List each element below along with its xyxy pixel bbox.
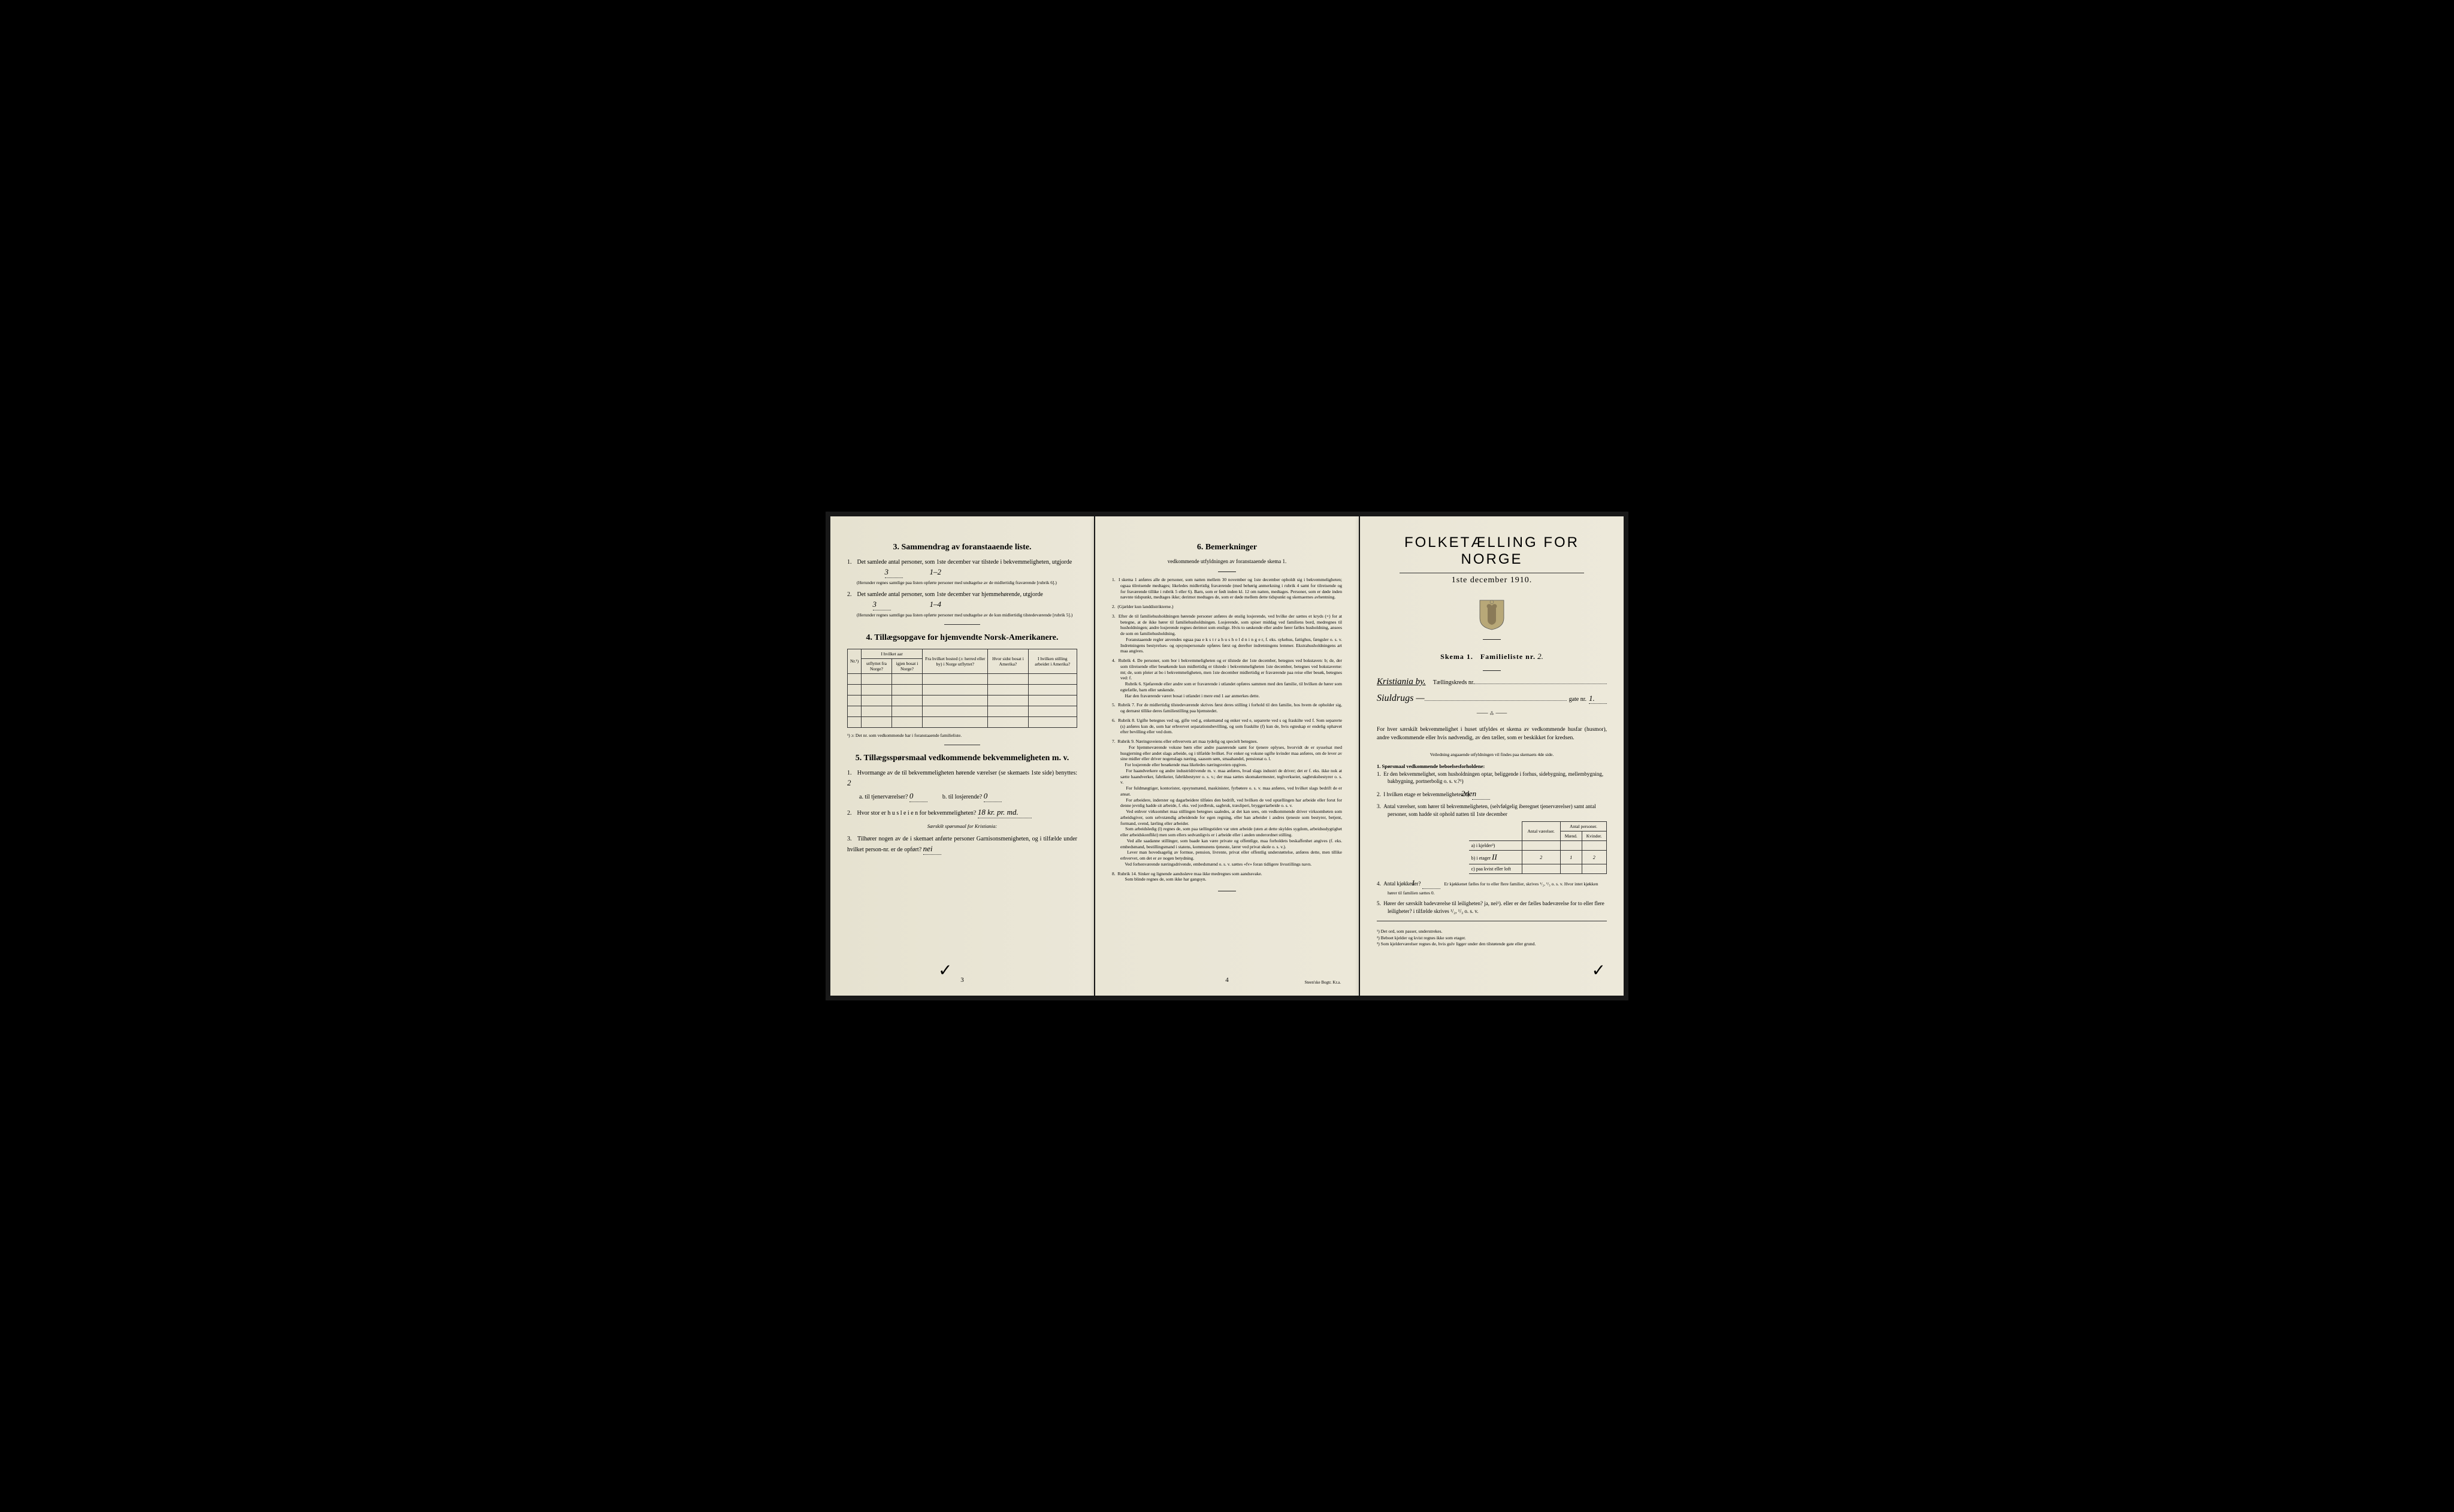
section-3-title: 3. Sammendrag av foranstaaende liste. bbox=[847, 543, 1077, 552]
section-6-title: 6. Bemerkninger bbox=[1112, 543, 1342, 552]
intro: For hver særskilt bekvemmelighet i huset… bbox=[1377, 725, 1607, 743]
s3-item1: 1. Det samlede antal personer, som 1ste … bbox=[847, 558, 1077, 586]
checkmark: ✓ bbox=[1592, 960, 1606, 981]
stats-table: Antal værelser. Antal personer. Mænd. Kv… bbox=[1469, 821, 1607, 874]
bemerkning-item: 3. Efter de til familiehusholdningen hør… bbox=[1112, 613, 1342, 654]
bemerkning-item: 7. Rubrik 9. Næringsveiens eller erhverv… bbox=[1112, 739, 1342, 867]
s5-subtitle: Særskilt spørsmaal for Kristiania: bbox=[847, 823, 1077, 830]
checkmark: ✓ bbox=[938, 960, 952, 981]
q2: 2. I hvilken etage er bekvemmeligheten?²… bbox=[1377, 788, 1607, 800]
famlist-value: 2. bbox=[1537, 652, 1543, 661]
page-3: 3. Sammendrag av foranstaaende liste. 1.… bbox=[830, 516, 1094, 996]
printer: Steen'ske Bogtr. Kr.a. bbox=[1304, 980, 1341, 985]
bemerkninger-list: 1. I skema 1 anføres alle de personer, s… bbox=[1112, 577, 1342, 882]
bemerkning-item: 1. I skema 1 anføres alle de personer, s… bbox=[1112, 577, 1342, 600]
bemerkning-item: 2. (Gjælder kun landdistrikterne.) bbox=[1112, 604, 1342, 610]
census-title: FOLKETÆLLING FOR NORGE bbox=[1377, 534, 1607, 568]
s3-item2-value: 3 bbox=[873, 599, 891, 610]
census-document: 3. Sammendrag av foranstaaende liste. 1.… bbox=[826, 512, 1628, 1000]
page-num: 4 bbox=[1225, 976, 1229, 984]
s3-item2-ann: 1–4 bbox=[930, 600, 942, 609]
bemerkning-item: 4. Rubrik 4. De personer, som bor i bekv… bbox=[1112, 658, 1342, 698]
s3-item2: 2. Det samlede antal personer, som 1ste … bbox=[847, 591, 1077, 618]
amerikanere-table: Nr.¹) I hvilket aar Fra hvilket bosted (… bbox=[847, 649, 1077, 728]
q3: 3. Antal værelser, som hører til bekvemm… bbox=[1377, 803, 1607, 818]
footnotes: ¹) Det ord, som passer, understrekes. ²)… bbox=[1377, 929, 1607, 948]
city-line: Kristiania by. Tællingskreds nr. bbox=[1377, 677, 1607, 687]
skema-line: Skema 1. Familieliste nr. 2. bbox=[1377, 652, 1607, 661]
section-5-title: 5. Tillægsspørsmaal vedkommende bekvemme… bbox=[847, 754, 1077, 763]
s3-item1-value: 3 bbox=[885, 567, 903, 578]
page-num: 3 bbox=[960, 976, 964, 984]
table-row: c) paa kvist eller loft bbox=[1469, 864, 1607, 874]
s5-q2: 2. Hvor stor er h u s l e i e n for bekv… bbox=[847, 807, 1077, 818]
page-4: 6. Bemerkninger vedkommende utfyldningen… bbox=[1095, 516, 1359, 996]
table-row: b) i etager II 2 1 2 bbox=[1469, 851, 1607, 864]
census-date: 1ste december 1910. bbox=[1377, 576, 1607, 585]
s5-q3: 3. Tilhører nogen av de i skemaet anført… bbox=[847, 835, 1077, 855]
table-row: a) i kjelder³) bbox=[1469, 841, 1607, 851]
s4-footnote: ¹) ɔ: Det nr. som vedkommende har i fora… bbox=[847, 733, 1077, 739]
s5-q1: 1. Hvormange av de til bekvemmeligheten … bbox=[847, 769, 1077, 802]
q4: 4. Antal kjøkkener? 1 Er kjøkkenet fælle… bbox=[1377, 878, 1607, 897]
bemerkning-item: 6. Rubrik 8. Ugifte betegnes ved ug, gif… bbox=[1112, 718, 1342, 735]
bemerkning-item: 8. Rubrik 14. Sinker og lignende aandssl… bbox=[1112, 871, 1342, 883]
section-6-subtitle: vedkommende utfyldningen av foranstaaend… bbox=[1112, 558, 1342, 564]
s3-item1-ann: 1–2 bbox=[930, 567, 942, 576]
bemerkning-item: 5. Rubrik 7. For de midlertidig tilstede… bbox=[1112, 702, 1342, 714]
q1: 1. Er den bekvemmelighet, som husholdnin… bbox=[1377, 770, 1607, 785]
coat-of-arms-icon bbox=[1477, 597, 1507, 630]
section-4-title: 4. Tillægsopgave for hjemvendte Norsk-Am… bbox=[847, 633, 1077, 643]
page-cover: FOLKETÆLLING FOR NORGE 1ste december 191… bbox=[1360, 516, 1624, 996]
q-section-title: 1. Spørsmaal vedkommende beboelsesforhol… bbox=[1377, 763, 1607, 770]
street-line: Siuldrugs — gate nr. 1. bbox=[1377, 693, 1607, 704]
q5: 5. Hører der særskilt badeværelse til le… bbox=[1377, 900, 1607, 915]
divider bbox=[944, 624, 980, 625]
